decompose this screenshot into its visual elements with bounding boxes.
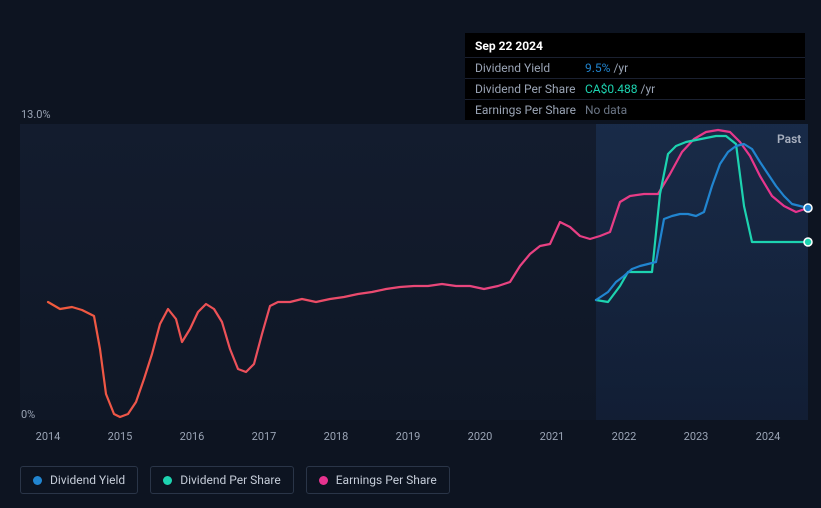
tooltip-row: Dividend Per ShareCA$0.488/yr [465, 78, 805, 99]
x-axis-tick: 2019 [396, 430, 421, 443]
tooltip-row-value: 9.5% [585, 61, 610, 75]
legend-earnings-per-share[interactable]: Earnings Per Share [306, 466, 450, 494]
x-axis-tick: 2021 [540, 430, 565, 443]
tooltip-row-value: CA$0.488 [585, 82, 638, 96]
series-end-dot [804, 204, 812, 212]
chart-svg [20, 124, 808, 420]
x-axis-tick: 2020 [468, 430, 493, 443]
x-axis-tick: 2024 [756, 430, 781, 443]
x-axis-tick: 2018 [324, 430, 349, 443]
tooltip-row-label: Earnings Per Share [475, 103, 585, 117]
tooltip-row-value: No data [585, 103, 627, 117]
x-axis-tick: 2014 [36, 430, 61, 443]
x-axis-tick: 2017 [252, 430, 277, 443]
legend-item-label: Dividend Per Share [180, 473, 281, 487]
tooltip-row-label: Dividend Yield [475, 61, 585, 75]
legend-dot-icon [319, 476, 328, 485]
legend-item-label: Earnings Per Share [336, 473, 437, 487]
legend-dividend-yield[interactable]: Dividend Yield [20, 466, 138, 494]
chart-past-label: Past [777, 132, 801, 146]
legend-dividend-per-share[interactable]: Dividend Per Share [150, 466, 294, 494]
legend-item-label: Dividend Yield [50, 473, 125, 487]
tooltip-row: Earnings Per ShareNo data [465, 99, 805, 120]
legend-dot-icon [33, 476, 42, 485]
series-line [596, 136, 808, 302]
legend-dot-icon [163, 476, 172, 485]
x-axis-tick: 2022 [612, 430, 637, 443]
x-axis: 2014 2015 2016 2017 2018 2019 2020 2021 2022 2023… [20, 430, 808, 450]
chart-legend: Dividend Yield Dividend Per Share Earnings… [20, 466, 450, 494]
x-axis-tick: 2015 [108, 430, 133, 443]
tooltip-row-suffix: /yr [613, 61, 628, 75]
series-end-dot [804, 238, 812, 246]
series-line [48, 130, 805, 417]
y-axis-max-label: 13.0% [21, 108, 51, 121]
x-axis-tick: 2023 [684, 430, 709, 443]
tooltip-row: Dividend Yield9.5%/yr [465, 57, 805, 78]
tooltip-date: Sep 22 2024 [465, 33, 805, 57]
y-axis-min-label: 0% [21, 408, 35, 421]
chart-tooltip: Sep 22 2024 Dividend Yield9.5%/yrDividen… [465, 33, 805, 120]
tooltip-row-suffix: /yr [641, 82, 656, 96]
series-line [596, 144, 808, 300]
x-axis-tick: 2016 [180, 430, 205, 443]
tooltip-row-label: Dividend Per Share [475, 82, 585, 96]
